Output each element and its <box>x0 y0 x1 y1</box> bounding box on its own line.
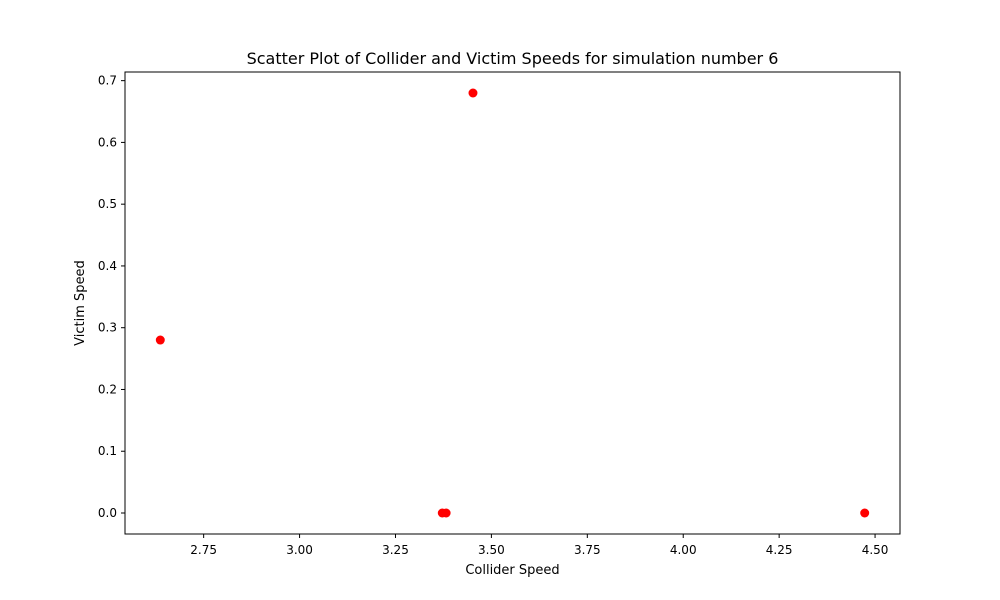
y-tick-label: 0.3 <box>98 321 117 335</box>
y-tick-label: 0.7 <box>98 74 117 88</box>
x-tick-label: 3.50 <box>478 543 505 557</box>
y-tick-label: 0.6 <box>98 135 117 149</box>
y-tick-label: 0.0 <box>98 506 117 520</box>
x-tick-label: 4.00 <box>670 543 697 557</box>
data-point <box>860 508 870 518</box>
data-point <box>155 335 165 345</box>
y-axis-label: Victim Speed <box>73 260 88 346</box>
y-tick-label: 0.4 <box>98 259 117 273</box>
x-tick-label: 3.75 <box>574 543 601 557</box>
x-tick-label: 3.25 <box>382 543 409 557</box>
data-point <box>441 508 451 518</box>
data-point <box>468 88 478 98</box>
data-points <box>155 88 870 518</box>
x-tick-label: 3.00 <box>286 543 313 557</box>
x-axis-ticks: 2.75 3.00 3.25 3.50 3.75 4.00 4.25 4.50 <box>190 534 888 557</box>
x-tick-label: 4.50 <box>862 543 889 557</box>
y-tick-label: 0.2 <box>98 382 117 396</box>
x-tick-label: 2.75 <box>190 543 217 557</box>
x-tick-label: 4.25 <box>766 543 793 557</box>
chart-title: Scatter Plot of Collider and Victim Spee… <box>247 49 779 68</box>
y-tick-label: 0.5 <box>98 197 117 211</box>
y-tick-label: 0.1 <box>98 444 117 458</box>
plot-frame <box>124 71 901 535</box>
y-axis-ticks: 0.0 0.1 0.2 0.3 0.4 0.5 0.6 0.7 <box>98 74 125 520</box>
x-axis-label: Collider Speed <box>465 563 559 578</box>
